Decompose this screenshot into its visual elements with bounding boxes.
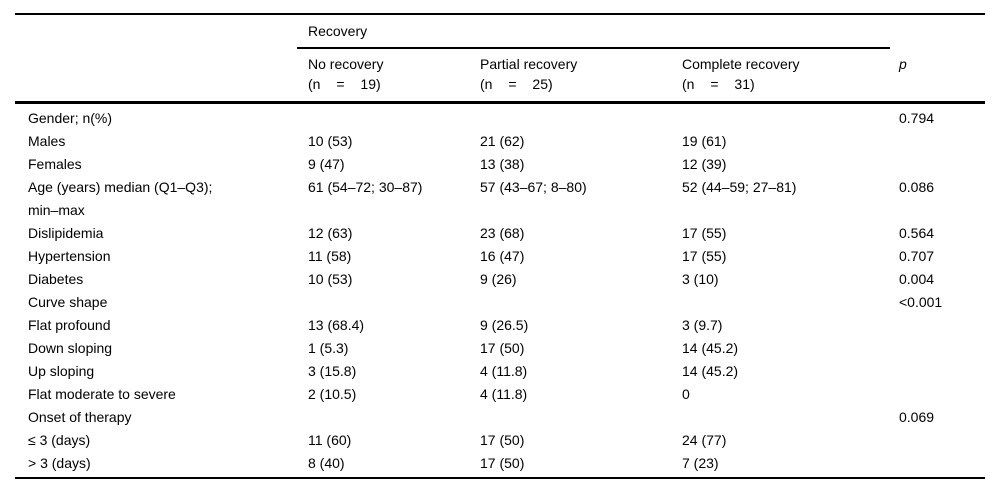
cell-p-value: <0.001	[899, 294, 943, 310]
cell-no-recovery: 10 (53)	[308, 133, 353, 149]
cell-partial-recovery: 17 (50)	[480, 432, 525, 448]
table-row-gender: Gender; n(%) 0.794	[15, 107, 985, 130]
cell-partial-recovery: 4 (11.8)	[480, 386, 528, 402]
row-label: Males	[28, 133, 66, 149]
column-header-partial-recovery: Partial recovery (n = 25)	[480, 54, 682, 94]
row-label: Hypertension	[28, 248, 111, 264]
row-label: Curve shape	[28, 294, 108, 310]
table-row-down-sloping: Down sloping 1 (5.3) 17 (50) 14 (45.2)	[15, 337, 985, 360]
table-row-flat-moderate: Flat moderate to severe 2 (10.5) 4 (11.8…	[15, 383, 985, 406]
cell-partial-recovery: 9 (26)	[480, 271, 517, 287]
row-label: Age (years) median (Q1–Q3); min–max	[28, 179, 213, 218]
cell-complete-recovery: 0	[682, 386, 690, 402]
cell-no-recovery: 13 (68.4)	[308, 317, 365, 333]
cell-complete-recovery: 3 (10)	[682, 271, 719, 287]
cell-complete-recovery: 17 (55)	[682, 225, 727, 241]
table-spanner-row: Recovery	[15, 15, 985, 47]
cell-p-value: 0.564	[899, 225, 935, 241]
row-label: ≤ 3 (days)	[28, 432, 91, 448]
cell-partial-recovery: 16 (47)	[480, 248, 525, 264]
spanner-rule	[297, 47, 890, 49]
column-header-p-value: p	[899, 56, 907, 72]
cell-complete-recovery: 24 (77)	[682, 432, 727, 448]
row-label: Flat moderate to severe	[28, 386, 176, 402]
statistics-table: Recovery No recovery (n = 19) Partial re…	[15, 13, 985, 479]
row-label: Gender; n(%)	[28, 110, 113, 126]
row-label: Onset of therapy	[28, 409, 132, 425]
table-row-hypertension: Hypertension 11 (58) 16 (47) 17 (55) 0.7…	[15, 245, 985, 268]
cell-no-recovery: 3 (15.8)	[308, 363, 357, 379]
row-label: Dislipidemia	[28, 225, 104, 241]
cell-partial-recovery: 21 (62)	[480, 133, 525, 149]
column-n-label: (n = 19)	[308, 76, 381, 92]
cell-complete-recovery: 3 (9.7)	[682, 317, 723, 333]
cell-p-value: 0.004	[899, 271, 935, 287]
cell-partial-recovery: 4 (11.8)	[480, 363, 528, 379]
table-row-flat-profound: Flat profound 13 (68.4) 9 (26.5) 3 (9.7)	[15, 314, 985, 337]
table-row-gt-3-days: > 3 (days) 8 (40) 17 (50) 7 (23)	[15, 452, 985, 475]
row-label: Down sloping	[28, 340, 113, 356]
spanner-header: Recovery	[308, 23, 368, 39]
row-label: > 3 (days)	[28, 455, 91, 471]
table-row-females: Females 9 (47) 13 (38) 12 (39)	[15, 153, 985, 176]
row-label: Females	[28, 156, 82, 172]
cell-p-value: 0.069	[899, 409, 935, 425]
cell-complete-recovery: 19 (61)	[682, 133, 727, 149]
cell-complete-recovery: 52 (44–59; 27–81)	[682, 179, 797, 195]
row-label: Up sloping	[28, 363, 95, 379]
empty-header-cell	[15, 54, 308, 94]
table-row-up-sloping: Up sloping 3 (15.8) 4 (11.8) 14 (45.2)	[15, 360, 985, 383]
cell-partial-recovery: 9 (26.5)	[480, 317, 529, 333]
cell-p-value: 0.707	[899, 248, 935, 264]
cell-partial-recovery: 17 (50)	[480, 455, 525, 471]
table-row-dislipidemia: Dislipidemia 12 (63) 23 (68) 17 (55) 0.5…	[15, 222, 985, 245]
cell-no-recovery: 9 (47)	[308, 156, 345, 172]
column-header-no-recovery: No recovery (n = 19)	[308, 54, 480, 94]
cell-no-recovery: 11 (58)	[308, 248, 352, 264]
column-header-complete-recovery: Complete recovery (n = 31)	[682, 54, 899, 94]
table-subheader-row: No recovery (n = 19) Partial recovery (n…	[15, 49, 985, 104]
column-n-label: (n = 31)	[682, 76, 755, 92]
table-row-diabetes: Diabetes 10 (53) 9 (26) 3 (10) 0.004	[15, 268, 985, 291]
column-label: Complete recovery	[682, 56, 800, 72]
cell-p-value: 0.086	[899, 179, 935, 195]
cell-complete-recovery: 17 (55)	[682, 248, 727, 264]
table-row-males: Males 10 (53) 21 (62) 19 (61)	[15, 130, 985, 153]
cell-no-recovery: 11 (60)	[308, 432, 352, 448]
cell-no-recovery: 61 (54–72; 30–87)	[308, 179, 423, 195]
table-row-onset-of-therapy: Onset of therapy 0.069	[15, 406, 985, 429]
cell-no-recovery: 1 (5.3)	[308, 340, 349, 356]
row-label: Diabetes	[28, 271, 84, 287]
row-label: Flat profound	[28, 317, 111, 333]
table-row-age: Age (years) median (Q1–Q3); min–max 61 (…	[15, 176, 985, 222]
cell-partial-recovery: 57 (43–67; 8–80)	[480, 179, 587, 195]
column-label: No recovery	[308, 56, 384, 72]
table-body: Gender; n(%) 0.794 Males 10 (53) 21 (62)…	[15, 104, 985, 479]
cell-no-recovery: 8 (40)	[308, 455, 345, 471]
table-row-curve-shape: Curve shape <0.001	[15, 291, 985, 314]
column-label: Partial recovery	[480, 56, 578, 72]
cell-complete-recovery: 7 (23)	[682, 455, 719, 471]
column-n-label: (n = 25)	[480, 76, 553, 92]
cell-no-recovery: 10 (53)	[308, 271, 353, 287]
cell-complete-recovery: 14 (45.2)	[682, 340, 739, 356]
cell-complete-recovery: 14 (45.2)	[682, 363, 739, 379]
cell-no-recovery: 12 (63)	[308, 225, 353, 241]
cell-partial-recovery: 17 (50)	[480, 340, 525, 356]
cell-p-value: 0.794	[899, 110, 935, 126]
cell-complete-recovery: 12 (39)	[682, 156, 727, 172]
cell-partial-recovery: 23 (68)	[480, 225, 525, 241]
cell-no-recovery: 2 (10.5)	[308, 386, 357, 402]
table-row-lte-3-days: ≤ 3 (days) 11 (60) 17 (50) 24 (77)	[15, 429, 985, 452]
cell-partial-recovery: 13 (38)	[480, 156, 525, 172]
